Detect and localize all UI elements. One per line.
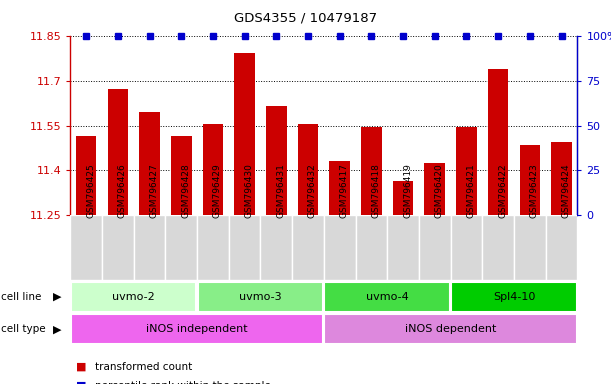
Text: GSM796431: GSM796431 xyxy=(276,164,285,218)
Bar xyxy=(482,215,514,280)
Text: GSM796417: GSM796417 xyxy=(340,164,349,218)
Bar xyxy=(139,113,160,215)
Bar xyxy=(260,215,292,280)
Bar xyxy=(519,145,540,215)
Bar xyxy=(71,314,323,344)
Text: GSM796423: GSM796423 xyxy=(530,164,539,218)
Text: iNOS independent: iNOS independent xyxy=(146,324,248,334)
Text: GSM796421: GSM796421 xyxy=(466,164,475,218)
Bar xyxy=(166,215,197,280)
Bar xyxy=(546,215,577,280)
Text: GSM796424: GSM796424 xyxy=(562,164,571,218)
Bar xyxy=(108,89,128,215)
Text: uvmo-2: uvmo-2 xyxy=(112,291,155,302)
Text: GSM796419: GSM796419 xyxy=(403,164,412,218)
Bar xyxy=(324,215,356,280)
Text: cell line: cell line xyxy=(1,291,42,302)
Bar xyxy=(456,127,477,215)
Bar xyxy=(134,215,166,280)
Bar xyxy=(329,162,350,215)
Text: uvmo-4: uvmo-4 xyxy=(366,291,409,302)
Bar xyxy=(292,215,324,280)
Bar xyxy=(203,124,223,215)
Text: GSM796420: GSM796420 xyxy=(435,164,444,218)
Text: iNOS dependent: iNOS dependent xyxy=(405,324,496,334)
Text: uvmo-3: uvmo-3 xyxy=(239,291,282,302)
Bar xyxy=(361,127,382,215)
Text: Spl4-10: Spl4-10 xyxy=(493,291,535,302)
Bar xyxy=(197,215,229,280)
Text: percentile rank within the sample: percentile rank within the sample xyxy=(95,381,271,384)
Bar xyxy=(451,215,482,280)
Bar xyxy=(551,142,572,215)
Bar xyxy=(266,106,287,215)
Bar xyxy=(452,281,577,312)
Bar xyxy=(387,215,419,280)
Bar xyxy=(76,136,97,215)
Text: GDS4355 / 10479187: GDS4355 / 10479187 xyxy=(234,12,377,25)
Bar xyxy=(324,281,450,312)
Text: GSM796418: GSM796418 xyxy=(371,164,381,218)
Text: ▶: ▶ xyxy=(53,291,61,302)
Bar xyxy=(425,163,445,215)
Text: ▶: ▶ xyxy=(53,324,61,334)
Bar xyxy=(70,215,102,280)
Bar xyxy=(198,281,323,312)
Text: ■: ■ xyxy=(76,362,87,372)
Bar xyxy=(102,215,134,280)
Bar xyxy=(229,215,260,280)
Bar xyxy=(324,314,577,344)
Text: GSM796432: GSM796432 xyxy=(308,164,317,218)
Text: cell type: cell type xyxy=(1,324,46,334)
Bar xyxy=(356,215,387,280)
Text: GSM796425: GSM796425 xyxy=(86,164,95,218)
Bar xyxy=(298,124,318,215)
Bar xyxy=(71,281,196,312)
Text: GSM796429: GSM796429 xyxy=(213,164,222,218)
Bar xyxy=(419,215,451,280)
Text: GSM796428: GSM796428 xyxy=(181,164,190,218)
Text: GSM796426: GSM796426 xyxy=(118,164,127,218)
Text: GSM796422: GSM796422 xyxy=(498,164,507,218)
Text: GSM796427: GSM796427 xyxy=(150,164,158,218)
Text: transformed count: transformed count xyxy=(95,362,192,372)
Bar xyxy=(393,181,414,215)
Bar xyxy=(234,53,255,215)
Text: GSM796430: GSM796430 xyxy=(244,164,254,218)
Bar xyxy=(171,136,191,215)
Bar xyxy=(488,69,508,215)
Bar xyxy=(514,215,546,280)
Text: ■: ■ xyxy=(76,381,87,384)
